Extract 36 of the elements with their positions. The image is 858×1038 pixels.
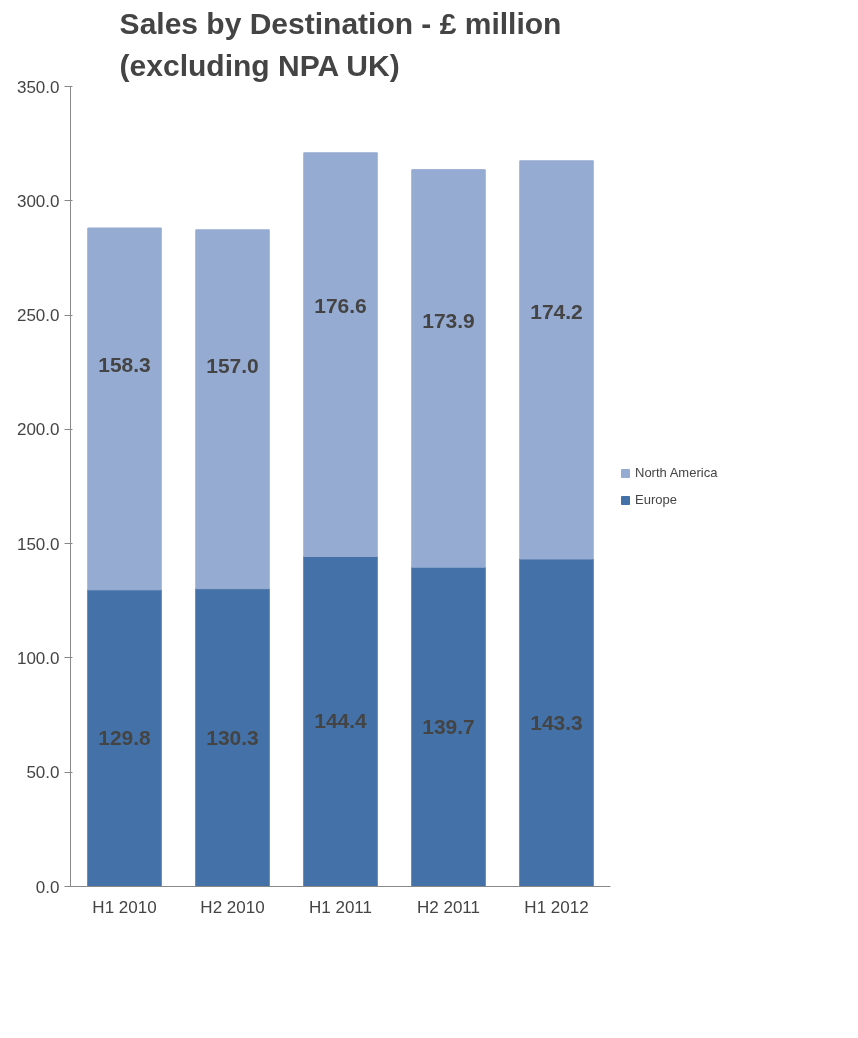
legend-label: North America [635,465,718,480]
data-label: 157.0 [206,354,259,378]
y-tick-label: 150.0 [16,534,60,554]
bar [195,588,270,887]
data-label: 129.8 [98,726,152,750]
y-tick-label: 100.0 [16,648,60,668]
data-label: 158.3 [98,353,151,377]
data-label: 144.4 [314,709,368,733]
data-label: 176.6 [314,294,367,318]
bar [411,566,486,887]
bar [303,152,378,557]
y-tick-label: 50.0 [26,763,60,783]
y-tick-label: 250.0 [16,306,60,326]
data-label: 173.9 [422,308,475,332]
x-tick-label: H1 2011 [308,897,373,917]
data-label: 174.2 [530,300,583,324]
bar [519,160,594,560]
y-tick-label: 200.0 [16,420,60,440]
legend-label: Europe [635,492,677,507]
bar [519,558,594,887]
bar [195,229,270,590]
data-label: 130.3 [206,725,259,749]
x-tick-label: H2 2010 [200,897,265,917]
data-label: 143.3 [530,710,583,734]
y-tick-label: 0.0 [35,877,60,897]
chart-title: Sales by Destination - £ million (excluding NPA UK) [119,7,562,82]
x-tick-label: H1 2012 [524,897,589,917]
bar [303,555,378,887]
y-tick-label: 350.0 [16,77,60,97]
x-tick-label: H1 2010 [92,897,157,917]
bar [411,169,486,568]
bar [87,589,162,887]
data-label: 139.7 [422,714,475,738]
y-tick-label: 300.0 [16,191,60,211]
bar [87,227,162,591]
x-tick-label: H2 2011 [416,897,481,917]
